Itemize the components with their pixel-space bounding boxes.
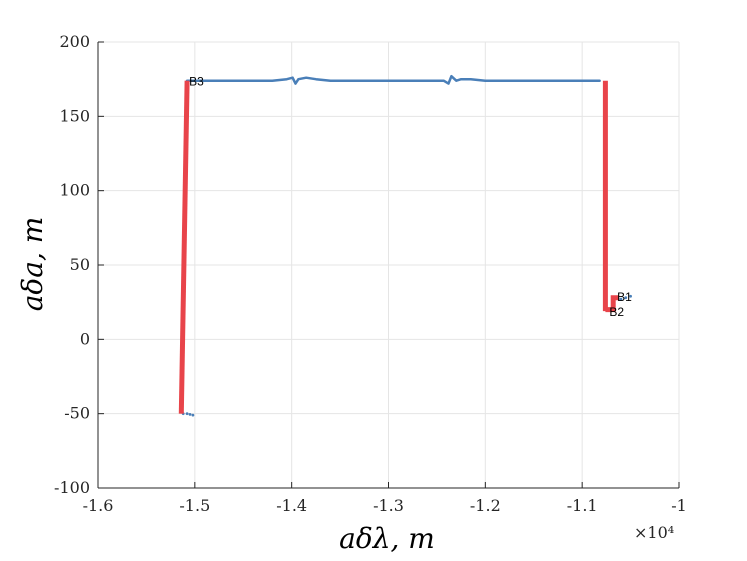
- x-tick-label: -1.1: [567, 496, 598, 515]
- maneuver-segment: [178, 80, 190, 414]
- grid: [97, 41, 680, 489]
- trajectory-point: [629, 294, 632, 298]
- point-label: B2: [609, 305, 624, 319]
- y-tick-label: -100: [54, 478, 90, 497]
- trajectory-line: [185, 74, 601, 85]
- x-tick-label: -1: [671, 496, 687, 515]
- x-tick-label: -1.6: [83, 496, 114, 515]
- trajectory-point: [185, 412, 189, 416]
- y-tick-label: 200: [59, 32, 90, 51]
- trajectory-point: [624, 296, 628, 300]
- trajectory-point: [619, 297, 623, 301]
- point-label: B1: [617, 290, 632, 304]
- y-tick-label: 150: [59, 106, 90, 125]
- series: [178, 74, 632, 417]
- y-tick-label: 50: [70, 255, 90, 274]
- x-tick-label: -1.4: [276, 496, 307, 515]
- y-tick-label: -50: [64, 404, 90, 423]
- x-tick-label: -1.3: [373, 496, 404, 515]
- x-axis-multiplier: ×10⁴: [634, 523, 674, 542]
- maneuver-segment: [605, 295, 619, 313]
- x-tick-label: -1.2: [470, 496, 501, 515]
- x-axis-label: aδλ, m: [339, 522, 435, 555]
- y-tick-label: 0: [80, 329, 90, 348]
- axes: -1.6 -1.5 -1.4 -1.3 -1.2 -1.1 -1 -100 -50 0 50 100 1…: [54, 32, 687, 515]
- point-label: B3: [189, 75, 204, 89]
- y-axis-label: aδa, m: [16, 217, 49, 312]
- y-tick-label: 100: [59, 181, 90, 200]
- trajectory-point: [188, 413, 192, 416]
- x-tick-label: -1.5: [179, 496, 210, 515]
- trajectory-point: [191, 413, 195, 417]
